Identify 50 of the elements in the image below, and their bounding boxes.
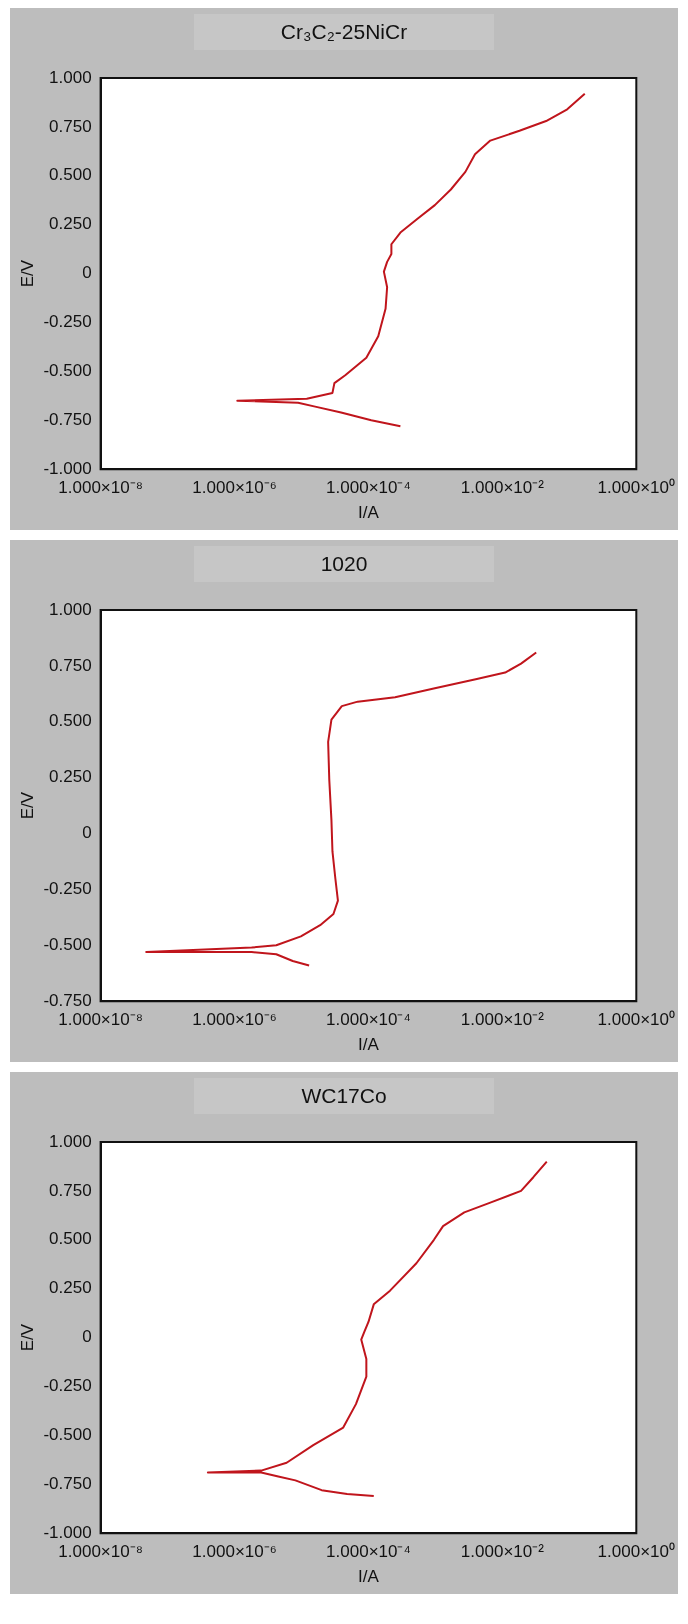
y-axis-title: E/V bbox=[17, 259, 37, 288]
x-axis-title: I/A bbox=[358, 1567, 380, 1587]
y-tick-label: 1.000 bbox=[49, 1131, 92, 1151]
x-tick-label: 1.000×10⁻⁸ bbox=[58, 478, 143, 498]
x-tick-label: 1.000×10⁰ bbox=[597, 478, 676, 498]
x-tick-label: 1.000×10⁰ bbox=[597, 1542, 676, 1562]
y-tick-label: -0.500 bbox=[43, 935, 92, 954]
y-tick-label: 0 bbox=[82, 1327, 92, 1347]
y-axis-title: E/V bbox=[17, 791, 37, 820]
y-tick-label: 0 bbox=[82, 823, 92, 843]
y-tick-label: -0.250 bbox=[43, 1376, 92, 1396]
y-axis-title: E/V bbox=[17, 1323, 37, 1352]
y-tick-label: -1.000 bbox=[43, 1522, 92, 1542]
y-tick-label: 0.250 bbox=[49, 1278, 92, 1298]
chart-title: Cr₃C₂-25NiCr bbox=[194, 14, 494, 50]
x-tick-label: 1.000×10⁻⁸ bbox=[58, 1542, 143, 1562]
y-tick-label: 0.500 bbox=[49, 165, 92, 185]
x-tick-label: 1.000×10⁻⁶ bbox=[192, 1542, 277, 1562]
x-tick-label: 1.000×10⁻² bbox=[460, 1542, 545, 1562]
y-tick-label: -0.250 bbox=[43, 312, 92, 332]
x-tick-label: 1.000×10⁻² bbox=[460, 478, 545, 498]
y-tick-label: -0.500 bbox=[43, 361, 92, 381]
y-tick-label: 0.750 bbox=[49, 116, 92, 136]
y-tick-label: 0.500 bbox=[49, 1229, 92, 1249]
y-tick-label: -0.750 bbox=[43, 990, 92, 1010]
chart-title: WC17Co bbox=[194, 1078, 494, 1114]
y-tick-label: -0.750 bbox=[43, 1473, 92, 1493]
x-tick-label: 1.000×10⁻⁴ bbox=[326, 478, 411, 498]
x-axis-title: I/A bbox=[358, 1035, 380, 1055]
y-tick-label: -0.750 bbox=[43, 409, 92, 429]
y-tick-label: 0.250 bbox=[49, 767, 92, 787]
y-tick-label: 0.750 bbox=[49, 655, 92, 675]
x-tick-label: 1.000×10⁻⁸ bbox=[58, 1010, 143, 1030]
x-tick-label: 1.000×10⁻² bbox=[460, 1010, 545, 1030]
x-tick-label: 1.000×10⁻⁶ bbox=[192, 478, 277, 498]
y-tick-label: 0.750 bbox=[49, 1180, 92, 1200]
y-tick-label: -0.500 bbox=[43, 1425, 92, 1445]
y-tick-label: -0.250 bbox=[43, 879, 92, 899]
y-tick-label: 0 bbox=[82, 263, 92, 283]
chart-title: 1020 bbox=[194, 546, 494, 582]
x-tick-label: 1.000×10⁻⁴ bbox=[326, 1542, 411, 1562]
x-tick-label: 1.000×10⁰ bbox=[597, 1010, 676, 1030]
y-tick-label: 0.500 bbox=[49, 711, 92, 731]
y-tick-label: -1.000 bbox=[43, 458, 92, 478]
x-tick-label: 1.000×10⁻⁶ bbox=[192, 1010, 277, 1030]
y-tick-label: 1.000 bbox=[49, 67, 92, 87]
x-axis-title: I/A bbox=[358, 503, 380, 523]
y-tick-label: 1.000 bbox=[49, 599, 92, 619]
x-tick-label: 1.000×10⁻⁴ bbox=[326, 1010, 411, 1030]
y-tick-label: 0.250 bbox=[49, 214, 92, 234]
